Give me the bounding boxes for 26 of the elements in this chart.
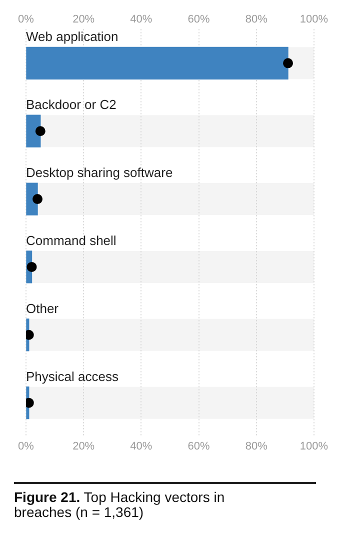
x2-tick-label: 80% (245, 440, 268, 452)
x-tick-label: 80% (245, 14, 268, 26)
y-tick-label: Physical access (26, 368, 119, 384)
y-tick-label: Desktop sharing software (26, 165, 173, 180)
point (26, 398, 34, 408)
x2-tick-label: 100% (300, 440, 328, 452)
x-tick-label: 100% (300, 14, 328, 26)
y-tick-label: Other (26, 300, 60, 316)
y-tick-label: Web application (26, 29, 118, 44)
y-tick-label: Command shell (26, 233, 116, 248)
x-tick-label: 20% (72, 14, 95, 26)
point (26, 262, 37, 272)
y-tick-label: Backdoor or C2 (26, 97, 116, 112)
x2-tick-label: 20% (72, 440, 95, 452)
point (26, 330, 34, 340)
x2-tick-label: 40% (130, 440, 152, 452)
point (283, 58, 294, 68)
point (35, 126, 46, 136)
x-tick-label: 40% (130, 14, 152, 26)
x-tick-label: 0% (18, 14, 34, 26)
x2-tick-label: 0% (18, 440, 34, 452)
x2-tick-label: 60% (188, 440, 210, 452)
point (32, 194, 43, 204)
bar (26, 114, 41, 148)
x-tick-label: 60% (188, 14, 210, 26)
text: Figure 21. Top Hacking vectors in breaches (n = 1,361) (14, 489, 225, 520)
